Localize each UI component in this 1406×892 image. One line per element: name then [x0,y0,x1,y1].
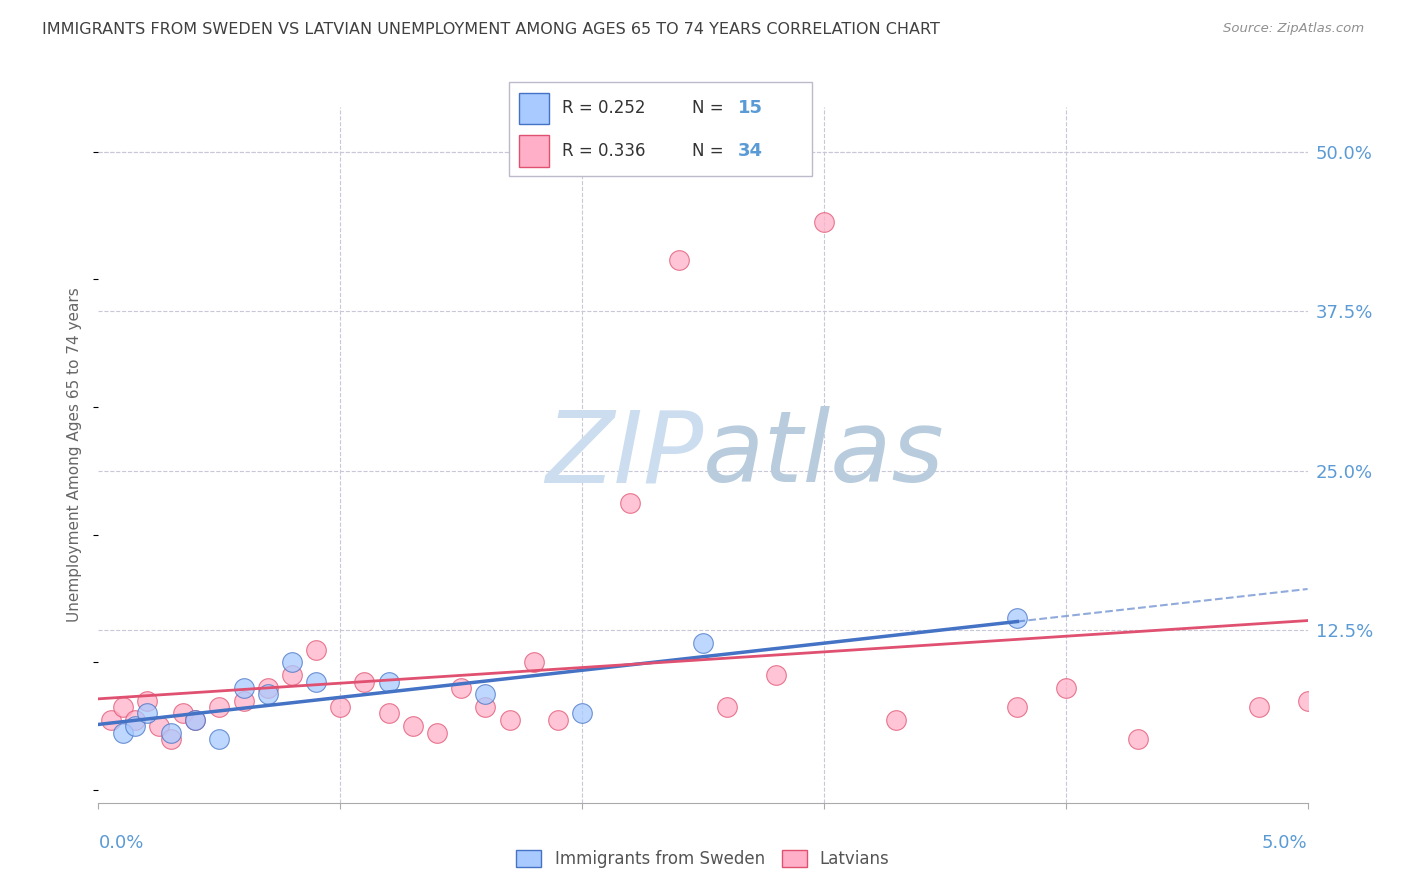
Point [813,215,835,229]
Point [305,642,328,657]
Point [1296,694,1319,708]
Point [619,496,641,510]
Text: IMMIGRANTS FROM SWEDEN VS LATVIAN UNEMPLOYMENT AMONG AGES 65 TO 74 YEARS CORRELA: IMMIGRANTS FROM SWEDEN VS LATVIAN UNEMPL… [42,22,941,37]
Point [111,725,134,739]
Point [402,719,425,733]
Text: atlas: atlas [703,407,945,503]
Point [571,706,593,721]
FancyBboxPatch shape [519,93,550,124]
Text: 34: 34 [738,142,763,160]
Point [886,713,908,727]
Point [1128,731,1150,746]
Point [148,719,170,733]
Text: 5.0%: 5.0% [1263,834,1308,852]
Point [547,713,569,727]
Point [450,681,472,695]
Point [256,681,278,695]
Point [692,636,714,650]
Point [124,719,146,733]
Point [305,674,328,689]
Point [498,713,520,727]
Text: N =: N = [692,142,728,160]
Point [1054,681,1077,695]
Point [184,713,207,727]
Point [172,706,194,721]
Point [329,700,352,714]
Point [232,694,254,708]
Text: Source: ZipAtlas.com: Source: ZipAtlas.com [1223,22,1364,36]
Point [668,253,690,268]
Point [256,687,278,701]
Point [523,656,546,670]
FancyBboxPatch shape [519,136,550,167]
Point [281,668,304,682]
FancyBboxPatch shape [509,82,813,177]
Y-axis label: Unemployment Among Ages 65 to 74 years: Unemployment Among Ages 65 to 74 years [67,287,83,623]
Point [160,731,183,746]
Point [111,700,134,714]
Point [1249,700,1271,714]
Point [208,731,231,746]
Point [1007,610,1029,624]
Text: N =: N = [692,99,728,117]
Text: R = 0.336: R = 0.336 [562,142,645,160]
Text: ZIP: ZIP [544,407,703,503]
Point [124,713,146,727]
Point [353,674,375,689]
Point [474,687,496,701]
Legend: Immigrants from Sweden, Latvians: Immigrants from Sweden, Latvians [510,843,896,875]
Text: 15: 15 [738,99,763,117]
Point [208,700,231,714]
Point [135,706,157,721]
Point [100,713,122,727]
Point [474,700,496,714]
Point [377,706,399,721]
Text: 0.0%: 0.0% [98,834,143,852]
Point [232,681,254,695]
Text: R = 0.252: R = 0.252 [562,99,645,117]
Point [135,694,157,708]
Point [281,656,304,670]
Point [160,725,183,739]
Point [1007,700,1029,714]
Point [716,700,738,714]
Point [377,674,399,689]
Point [184,713,207,727]
Point [426,725,449,739]
Point [765,668,787,682]
